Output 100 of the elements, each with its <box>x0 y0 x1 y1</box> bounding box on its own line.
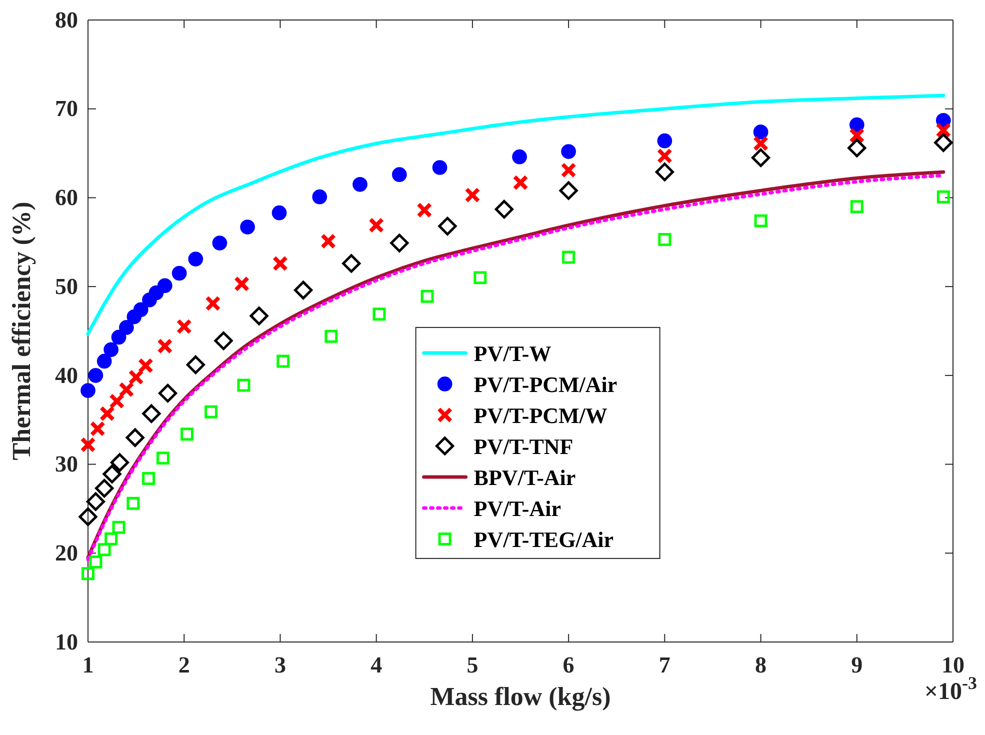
point <box>188 252 204 266</box>
point <box>156 452 170 465</box>
line-series <box>86 94 946 336</box>
point <box>934 133 953 152</box>
point <box>157 338 173 354</box>
point <box>474 271 487 284</box>
y-tick-label: 80 <box>55 7 78 32</box>
point <box>109 393 125 410</box>
point <box>78 507 98 526</box>
x-tick-label: 6 <box>562 652 574 678</box>
point <box>158 384 178 403</box>
point <box>752 136 769 152</box>
point <box>89 556 102 569</box>
point <box>99 406 116 422</box>
point <box>250 306 268 326</box>
point <box>212 236 228 250</box>
point <box>138 358 154 374</box>
point <box>86 492 105 511</box>
point <box>126 428 144 447</box>
point <box>324 330 338 343</box>
x-tick-label: 5 <box>466 652 478 678</box>
x-tick-label: 7 <box>658 652 670 678</box>
y-tick-label: 20 <box>55 540 78 566</box>
point <box>128 369 144 386</box>
legend-label: BPV/T-Air <box>474 464 576 490</box>
point <box>849 117 864 132</box>
point <box>119 320 134 335</box>
x-tick-label: 9 <box>851 652 863 678</box>
point <box>102 464 122 484</box>
point <box>110 453 130 472</box>
x-axis-title: Mass flow (kg/s) <box>430 682 611 711</box>
y-tick-label: 60 <box>55 185 78 210</box>
point <box>204 405 218 418</box>
point <box>240 220 255 234</box>
point <box>272 256 288 272</box>
point <box>104 342 118 358</box>
point <box>416 202 432 218</box>
point <box>368 217 384 234</box>
x-tick-label: 1 <box>82 652 94 678</box>
point <box>848 138 866 158</box>
y-tick-label: 40 <box>55 362 78 388</box>
point <box>494 200 514 219</box>
point <box>352 176 368 192</box>
point <box>657 133 672 148</box>
x-tick-label: 8 <box>755 652 767 678</box>
point <box>372 308 386 321</box>
point <box>111 330 126 345</box>
point <box>751 148 770 168</box>
point <box>559 181 578 200</box>
point <box>142 404 161 423</box>
y-tick-label: 50 <box>55 274 78 299</box>
point <box>312 189 328 204</box>
point <box>82 567 94 580</box>
point <box>850 200 864 214</box>
y-tick-label: 70 <box>55 96 78 122</box>
point <box>432 160 448 175</box>
point <box>276 354 290 368</box>
point <box>512 149 527 164</box>
point <box>104 532 118 546</box>
point <box>98 543 111 556</box>
legend-label: PV/T-TNF <box>474 434 574 459</box>
legend-label: PV/T-Air <box>474 496 562 521</box>
y-axis-title: Thermal efficiency (%) <box>7 202 36 460</box>
point <box>234 276 250 292</box>
point <box>172 266 187 281</box>
point <box>180 428 194 441</box>
point <box>118 382 134 398</box>
point <box>95 478 114 498</box>
x-tick-label: 3 <box>274 652 286 678</box>
point <box>214 331 233 350</box>
point <box>88 368 104 383</box>
point <box>560 162 576 178</box>
point <box>392 167 407 182</box>
point <box>561 144 576 159</box>
point <box>753 124 768 140</box>
point <box>80 383 96 398</box>
point <box>342 254 361 273</box>
point <box>420 290 434 303</box>
point <box>142 472 156 485</box>
point <box>272 205 287 220</box>
point <box>754 214 768 228</box>
point <box>464 187 480 203</box>
point <box>176 318 192 334</box>
point <box>512 174 528 190</box>
point <box>112 520 126 534</box>
point <box>133 302 148 318</box>
point <box>320 233 336 250</box>
y-tick-label: 30 <box>55 452 78 477</box>
point <box>936 190 950 204</box>
point <box>294 280 313 300</box>
point <box>186 355 205 374</box>
x-tick-label: 2 <box>178 652 190 678</box>
point <box>126 496 140 510</box>
legend-label: PV/T-PCM/W <box>474 402 608 428</box>
y-tick-label: 10 <box>55 629 78 654</box>
x-tick-label: 4 <box>370 652 383 678</box>
point <box>205 296 221 312</box>
point <box>90 420 106 437</box>
legend-label: PV/T-W <box>474 340 552 366</box>
point <box>655 162 674 182</box>
